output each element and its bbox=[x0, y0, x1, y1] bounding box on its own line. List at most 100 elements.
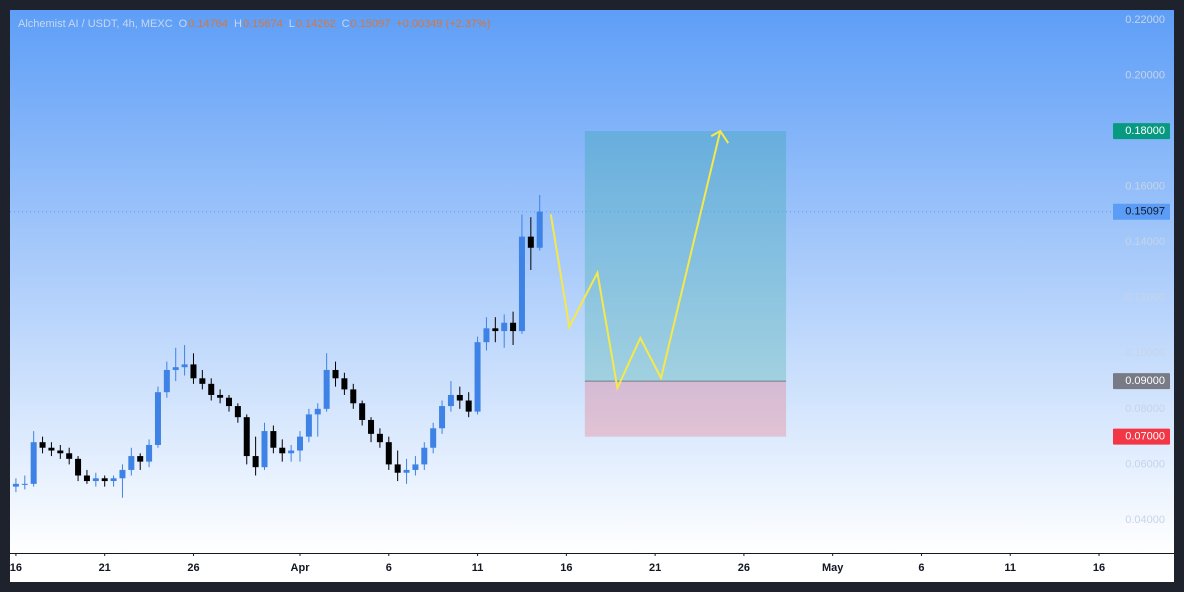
x-tick-label: 21 bbox=[99, 562, 111, 574]
x-tick-label: 6 bbox=[918, 562, 924, 574]
y-tick-label: 0.12000 bbox=[1125, 292, 1165, 304]
candle-body bbox=[270, 431, 277, 448]
y-tick-label: 0.22000 bbox=[1125, 14, 1165, 26]
candle-body bbox=[527, 236, 534, 248]
candle-body bbox=[359, 403, 366, 420]
candle-body bbox=[332, 369, 339, 379]
candle-body bbox=[483, 328, 490, 343]
candle-body bbox=[492, 328, 499, 332]
y-tick-label: 0.06000 bbox=[1125, 458, 1165, 470]
candle-body bbox=[199, 378, 206, 384]
candle-body bbox=[128, 456, 135, 470]
candle-body bbox=[510, 322, 517, 332]
candle-body bbox=[57, 450, 64, 454]
header-letter: C bbox=[342, 18, 350, 30]
candle-body bbox=[101, 478, 108, 482]
candle-body bbox=[119, 469, 126, 479]
candle-body bbox=[66, 453, 73, 459]
candle-body bbox=[385, 442, 392, 465]
x-tick-label: 11 bbox=[472, 562, 484, 574]
x-tick-label: 16 bbox=[10, 562, 22, 574]
candle-body bbox=[110, 478, 117, 482]
last-price-label: 0.15097 bbox=[1125, 206, 1165, 218]
candle-body bbox=[154, 392, 161, 445]
candle-body bbox=[234, 406, 241, 418]
x-tick-label: Apr bbox=[291, 562, 311, 574]
x-tick-label: 6 bbox=[386, 562, 392, 574]
candle-body bbox=[350, 389, 357, 404]
candle-body bbox=[297, 436, 304, 451]
price-label: 0.09000 bbox=[1125, 375, 1165, 387]
header-text: 0.14764 bbox=[188, 18, 228, 30]
last-price-box bbox=[1113, 203, 1170, 220]
candle-body bbox=[403, 469, 410, 473]
x-tick-label: 16 bbox=[560, 562, 572, 574]
candle-body bbox=[474, 342, 481, 412]
header-text: 0.15674 bbox=[243, 18, 283, 30]
candle-body bbox=[261, 431, 268, 468]
loss-zone bbox=[584, 381, 787, 437]
candle-body bbox=[305, 414, 312, 437]
header-letter: L bbox=[289, 18, 295, 30]
candle-body bbox=[172, 367, 179, 370]
price-label-box bbox=[1113, 373, 1170, 390]
candle-body bbox=[465, 400, 472, 412]
header-text: +0.00349 (+2.37%) bbox=[396, 18, 490, 30]
candle-body bbox=[394, 464, 401, 473]
candle-body bbox=[137, 456, 144, 462]
candle-body bbox=[83, 475, 90, 482]
candle-body bbox=[92, 478, 99, 482]
candle-body bbox=[163, 369, 170, 393]
profit-zone bbox=[584, 131, 787, 382]
header-text: 0.14262 bbox=[296, 18, 336, 30]
x-tick-label: 21 bbox=[649, 562, 661, 574]
x-tick-label: May bbox=[822, 562, 844, 574]
candle-body bbox=[252, 456, 259, 468]
y-tick-label: 0.16000 bbox=[1125, 181, 1165, 193]
candle-body bbox=[536, 211, 543, 248]
candle-body bbox=[75, 458, 82, 476]
price-label-box bbox=[1113, 428, 1170, 445]
candle-body bbox=[368, 419, 375, 434]
candle-body bbox=[501, 322, 508, 332]
candle-body bbox=[447, 394, 454, 407]
candle-body bbox=[279, 447, 286, 454]
candle-body bbox=[217, 394, 224, 398]
candle-body bbox=[39, 442, 46, 448]
price-label-box bbox=[1113, 123, 1170, 140]
x-tick-label: 16 bbox=[1093, 562, 1105, 574]
candle-body bbox=[439, 406, 446, 429]
candle-body bbox=[412, 464, 419, 470]
candle-body bbox=[288, 450, 295, 454]
candle-body bbox=[430, 428, 437, 448]
candle-body bbox=[376, 433, 383, 443]
x-tick-label: 11 bbox=[1004, 562, 1016, 574]
candle-body bbox=[518, 236, 525, 332]
candle-body bbox=[21, 483, 28, 485]
header: Alchemist AI / USDT, 4h, MEXC O 0.14764 H 0.… bbox=[18, 18, 491, 30]
x-tick-label: 26 bbox=[187, 562, 199, 574]
header-letter: H bbox=[234, 18, 242, 30]
candle-body bbox=[225, 397, 232, 407]
y-tick-label: 0.20000 bbox=[1125, 69, 1165, 81]
candle-body bbox=[243, 417, 250, 457]
price-label: 0.07000 bbox=[1125, 431, 1165, 443]
x-tick-label: 26 bbox=[738, 562, 750, 574]
y-tick-label: 0.14000 bbox=[1125, 236, 1165, 248]
candle-body bbox=[190, 364, 197, 379]
y-tick-label: 0.10000 bbox=[1125, 347, 1165, 359]
candle-body bbox=[421, 447, 428, 465]
candle-body bbox=[48, 447, 55, 451]
candle-body bbox=[208, 383, 215, 395]
candle-body bbox=[456, 394, 463, 401]
y-tick-label: 0.08000 bbox=[1125, 403, 1165, 415]
header-text: Alchemist AI / USDT, 4h, MEXC bbox=[18, 18, 173, 30]
candle-body bbox=[30, 442, 37, 484]
y-tick-label: 0.04000 bbox=[1125, 514, 1165, 526]
candle-body bbox=[341, 378, 348, 390]
header-letter: O bbox=[179, 18, 188, 30]
projection-arrowhead bbox=[710, 129, 730, 144]
candle-body bbox=[12, 483, 19, 487]
candle-body bbox=[146, 444, 153, 462]
